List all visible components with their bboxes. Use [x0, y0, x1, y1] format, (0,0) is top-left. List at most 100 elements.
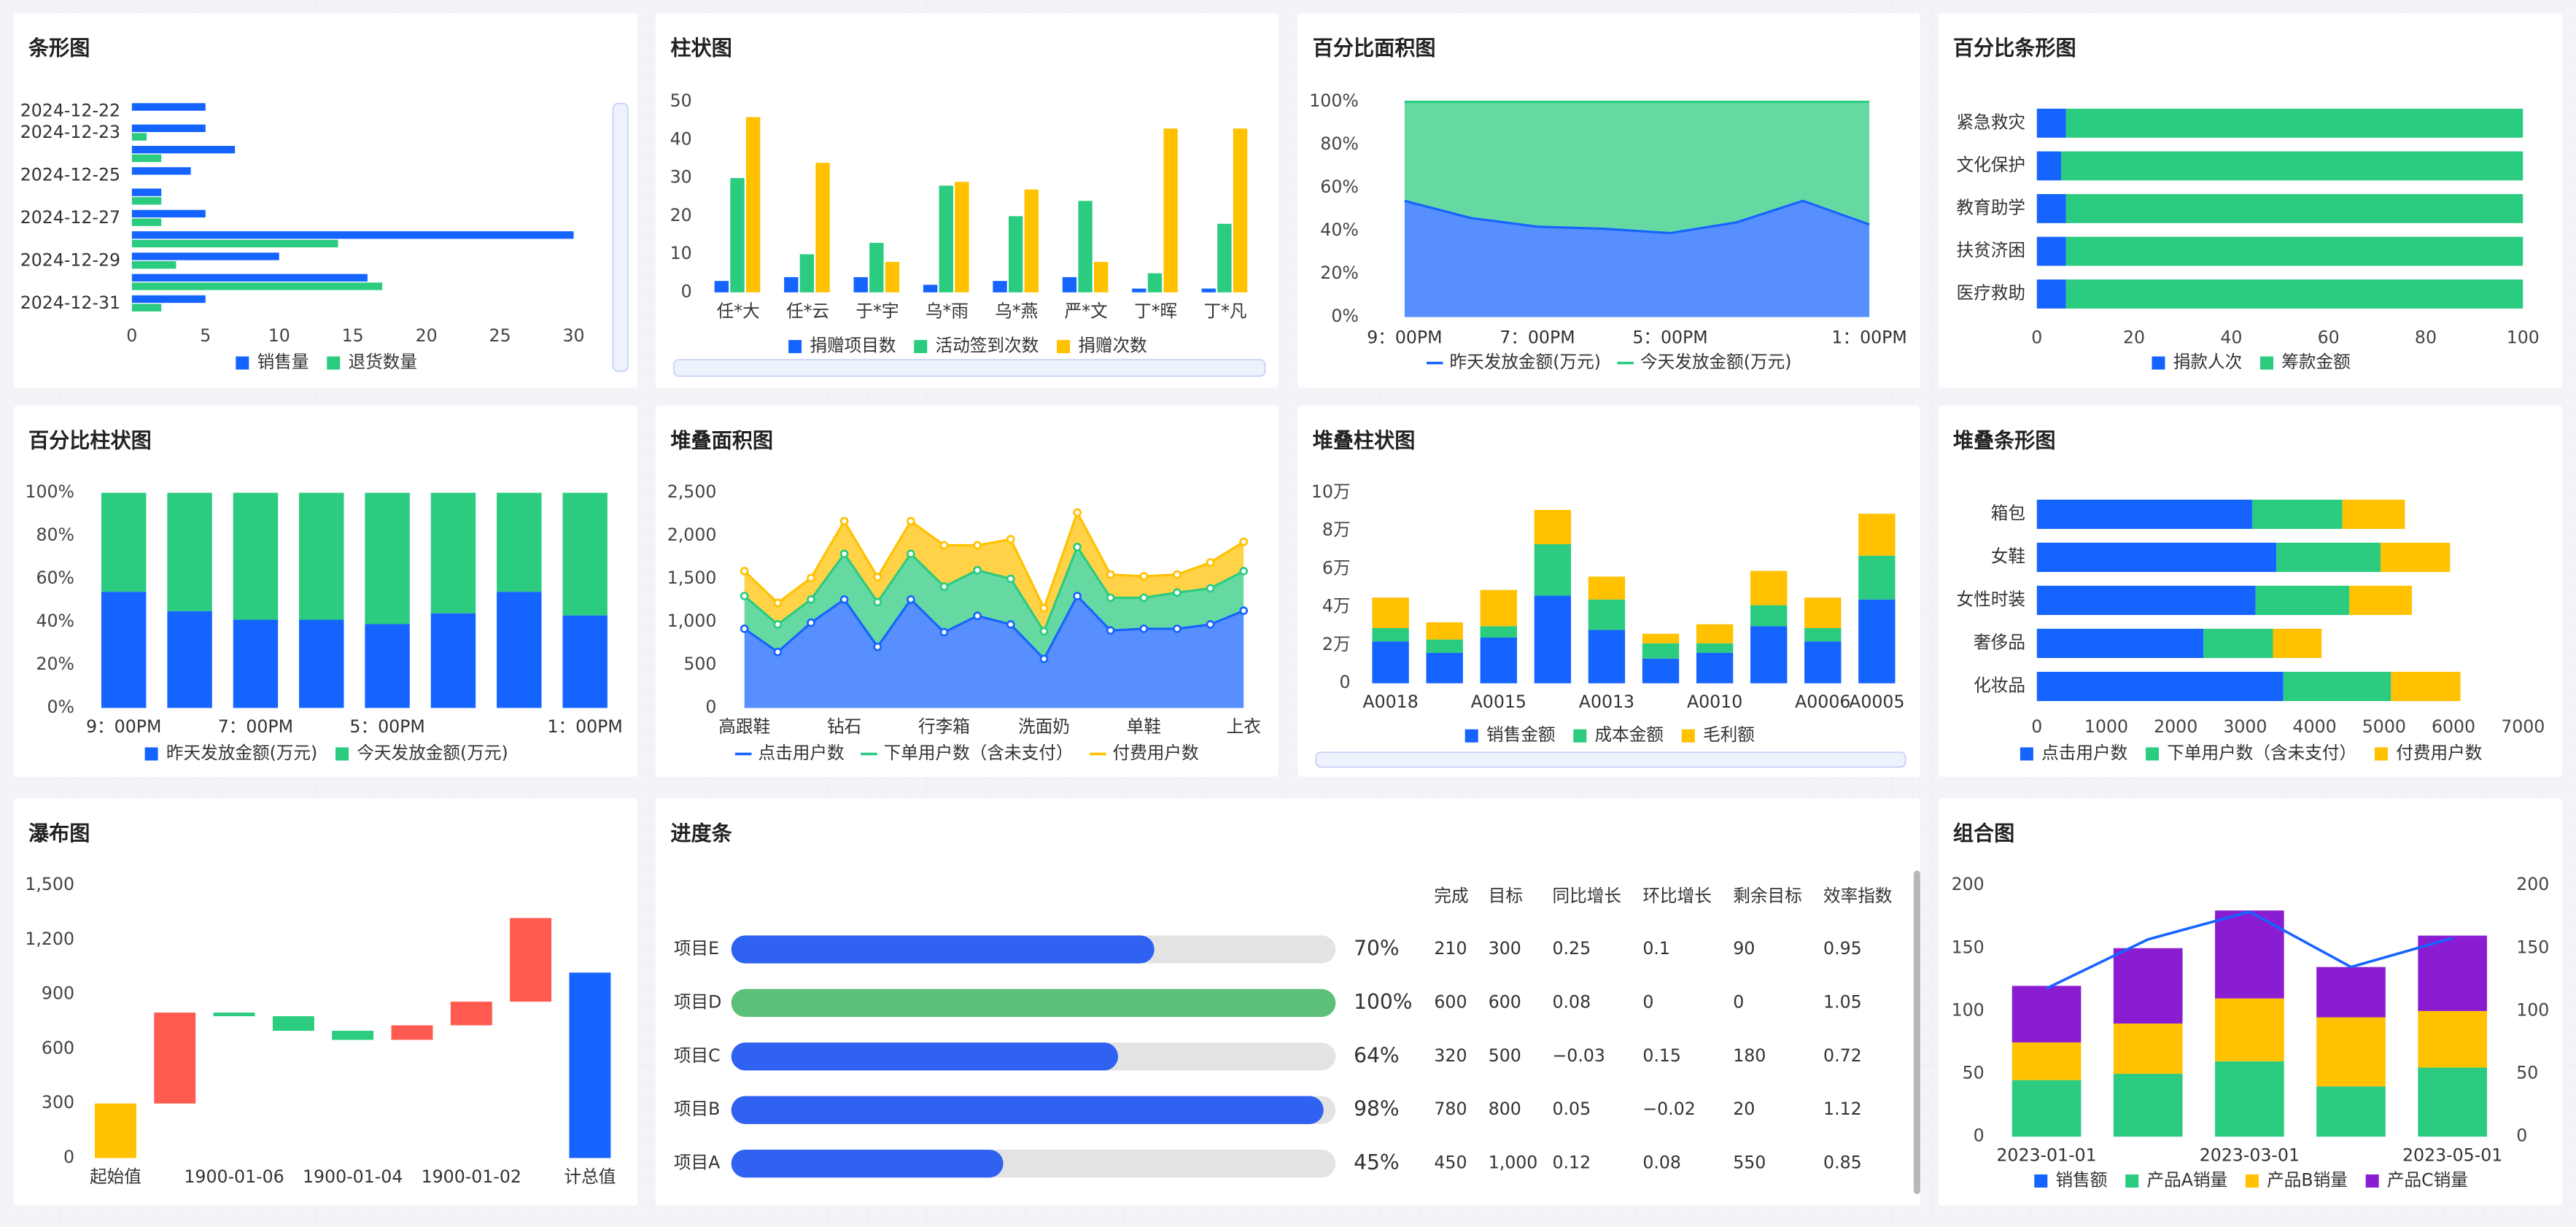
bar [1696, 643, 1734, 653]
bar [1008, 216, 1023, 293]
y-tick-label: 0% [47, 697, 74, 717]
legend-label: 付费用户数 [1113, 743, 1199, 763]
table-cell: 300 [1489, 938, 1521, 959]
table-cell: 1.05 [1823, 991, 1862, 1012]
legend-label: 下单用户数（含未支付） [2167, 743, 2356, 763]
bar [131, 218, 162, 226]
y-tick-label: 女鞋 [1991, 546, 2025, 566]
point [1139, 624, 1149, 633]
bar [1233, 128, 1248, 293]
bar [131, 103, 206, 111]
y-tick-label: 2024-12-27 [20, 207, 120, 228]
y-tick-label: 150 [1952, 937, 1985, 957]
bar [131, 188, 162, 196]
y-tick-label: 2024-12-23 [20, 122, 120, 142]
bar [299, 619, 344, 708]
x-tick-label: 2023-03-01 [2200, 1145, 2300, 1166]
y-tick-label: 2024-12-31 [20, 293, 120, 313]
point [1039, 654, 1049, 664]
bar [1588, 576, 1626, 600]
x-tick-label: 30 [562, 325, 584, 346]
x-tick-label: 2023-01-01 [1996, 1145, 2096, 1166]
chart-title: 堆叠柱状图 [1313, 429, 1416, 453]
table-cell: 90 [1733, 938, 1755, 959]
legend-label: 销售量 [257, 352, 309, 372]
row-label: 项目B [674, 1099, 720, 1119]
bar [2251, 499, 2343, 530]
y-tick-label: 80% [36, 525, 74, 545]
point [1106, 626, 1115, 635]
y-tick-label: 900 [42, 983, 74, 1004]
point [839, 549, 849, 559]
bar [1750, 570, 1788, 605]
y-tick-label: 箱包 [1991, 503, 2025, 523]
column-header: 目标 [1489, 886, 1523, 906]
x-tick-label: 20 [2123, 327, 2145, 347]
progress-bar [731, 988, 1336, 1018]
bar [1062, 276, 1077, 293]
legend: 捐款人次 筹款金额 [2152, 352, 2351, 372]
point [873, 642, 882, 651]
bar [2255, 585, 2350, 616]
bar [131, 252, 279, 260]
y-tick-label: 500 [683, 654, 716, 674]
y-tick-label: 奢侈品 [1974, 632, 2025, 652]
point [807, 573, 815, 583]
legend-label: 销售金额 [1486, 724, 1556, 745]
point [1006, 535, 1015, 544]
bar [2276, 542, 2381, 573]
point [939, 541, 949, 550]
table-cell: 210 [1434, 938, 1467, 959]
bar [2316, 1017, 2386, 1087]
y-tick-label: 2024-12-29 [20, 250, 120, 271]
bar [993, 281, 1007, 293]
chart-title: 百分比柱状图 [28, 429, 152, 453]
progress-bar [731, 1149, 1004, 1178]
table-cell: 550 [1733, 1153, 1766, 1173]
bar [2316, 967, 2386, 1018]
point [773, 647, 783, 657]
scrollbar [1913, 870, 1920, 1194]
x-tick-label: 丁*凡 [1203, 301, 1246, 321]
bar [2113, 1074, 2183, 1137]
x-tick-label: 10 [268, 325, 290, 346]
bar [213, 1013, 255, 1017]
legend-label: 下单用户数（含未支付） [884, 743, 1074, 763]
y-tick-label: 0 [63, 1147, 74, 1167]
bar [869, 242, 884, 293]
legend-label: 付费用户数 [2396, 743, 2482, 763]
column-header: 完成 [1434, 886, 1468, 906]
table-cell: 1.12 [1823, 1099, 1862, 1119]
bar [784, 276, 799, 293]
x-tick-label: 任*云 [786, 301, 829, 321]
panel [13, 798, 638, 1206]
bar [167, 492, 212, 611]
x-tick-label: 80 [2415, 327, 2437, 347]
legend: 销售金额 成本金额 毛利额 [1464, 724, 1755, 745]
bar [1642, 658, 1680, 684]
y-tick-label: 8万 [1322, 519, 1351, 540]
table-cell: 0.72 [1823, 1045, 1862, 1066]
x-tick-label: 1900-01-06 [184, 1166, 284, 1187]
y-tick-label: 1,200 [25, 929, 74, 949]
table-cell: 600 [1489, 991, 1521, 1012]
y-tick-label: 200 [1952, 874, 1985, 894]
x-tick-label: 1：00PM [1831, 327, 1906, 347]
legend-label: 捐赠项目数 [810, 336, 896, 356]
bar [2418, 1067, 2487, 1137]
legend-symbol [2146, 747, 2160, 761]
bar [1858, 514, 1896, 556]
bar [131, 197, 162, 205]
legend-symbol [2374, 747, 2388, 761]
legend-symbol [1681, 729, 1695, 743]
bar [131, 261, 176, 269]
x-tick-label: 40 [2220, 327, 2242, 347]
legend-label: 捐款人次 [2173, 352, 2242, 372]
bar [730, 178, 745, 293]
line [743, 594, 1244, 661]
y-tick-label: 0 [1340, 672, 1351, 692]
column-header: 剩余目标 [1733, 886, 1802, 906]
legend-label: 销售额 [2056, 1169, 2108, 1190]
legend-label: 筹款金额 [2281, 352, 2351, 372]
bar [1534, 595, 1572, 684]
